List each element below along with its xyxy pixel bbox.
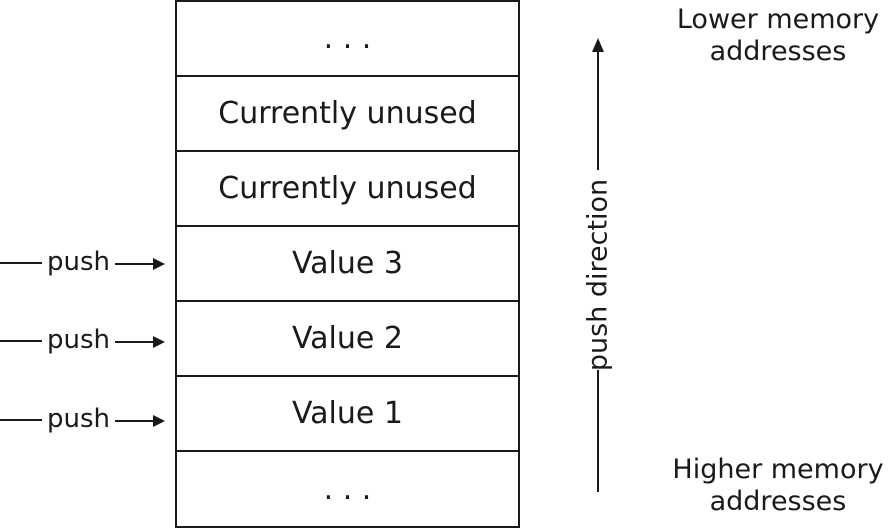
lower-address-line-2: addresses	[709, 36, 847, 67]
stack-cell-unused-2: Currently unused	[177, 152, 518, 227]
cell-label: Value 3	[291, 246, 403, 281]
push-indicator-value-1: push	[0, 400, 170, 440]
lower-address-label: Lower memory addresses	[658, 4, 892, 68]
higher-address-line-1: Higher memory	[672, 454, 884, 485]
push-direction-label: push direction	[582, 178, 614, 372]
lower-address-line-1: Lower memory	[676, 4, 880, 35]
cell-label: Currently unused	[218, 171, 477, 206]
cell-label: . . .	[323, 472, 372, 507]
higher-address-label: Higher memory addresses	[658, 454, 892, 518]
stack-cell-top-ellipsis: . . .	[177, 2, 518, 77]
push-leader-line	[0, 340, 42, 342]
memory-stack: . . . Currently unused Currently unused …	[175, 0, 520, 528]
right-arrow-icon	[115, 258, 165, 270]
push-label: push	[47, 404, 111, 434]
stack-cell-value-3: Value 3	[177, 227, 518, 302]
right-arrow-icon	[115, 415, 165, 427]
push-direction-arrow	[592, 38, 604, 492]
cell-label: . . .	[323, 21, 372, 56]
stack-cell-unused-1: Currently unused	[177, 77, 518, 152]
push-label: push	[47, 325, 111, 355]
higher-address-line-2: addresses	[709, 486, 847, 517]
stack-cell-bottom-ellipsis: . . .	[177, 452, 518, 527]
push-leader-line	[0, 419, 42, 421]
stack-cell-value-2: Value 2	[177, 302, 518, 377]
right-arrow-icon	[115, 336, 165, 348]
cell-label: Value 2	[291, 321, 403, 356]
push-indicator-value-3: push	[0, 243, 170, 283]
push-label: push	[47, 247, 111, 277]
cell-label: Currently unused	[218, 96, 477, 131]
up-arrow-icon	[592, 38, 604, 52]
push-leader-line	[0, 262, 42, 264]
cell-label: Value 1	[291, 396, 403, 431]
stack-cell-value-1: Value 1	[177, 377, 518, 452]
push-indicator-value-2: push	[0, 321, 170, 361]
